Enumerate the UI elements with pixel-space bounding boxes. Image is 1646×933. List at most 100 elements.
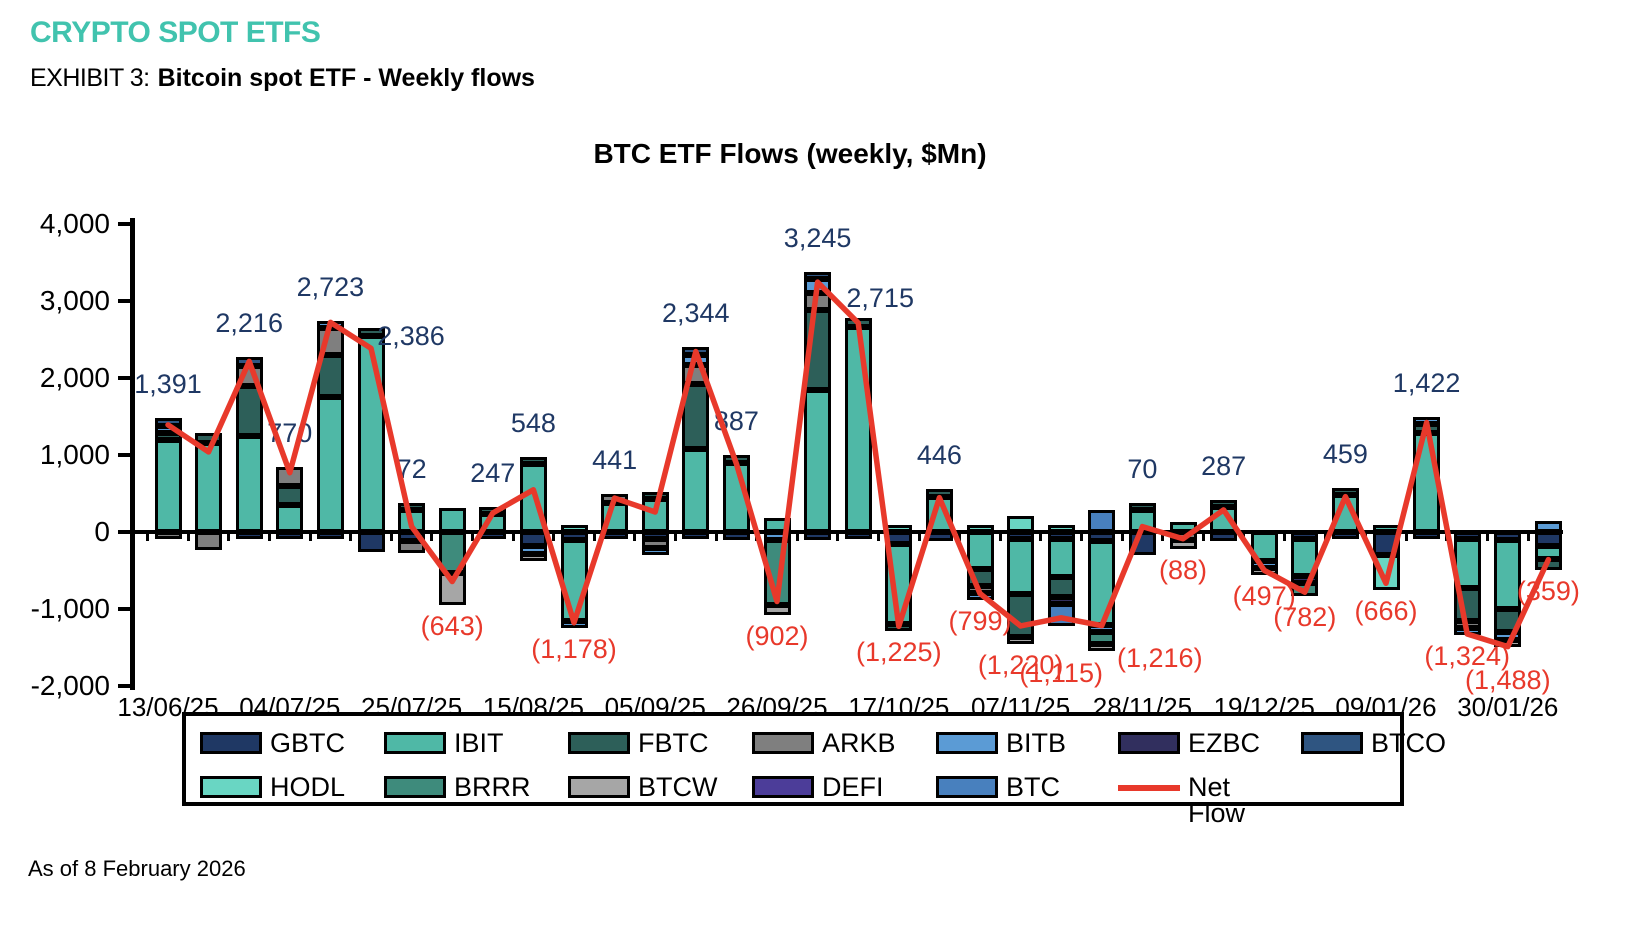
bar-segment-GBTC xyxy=(1372,532,1400,556)
bar-segment-IBIT xyxy=(641,498,669,532)
x-axis-tick xyxy=(1486,532,1489,541)
y-axis-tick-label: 3,000 xyxy=(39,285,110,316)
bar-segment-IBIT xyxy=(195,443,223,532)
y-axis-line xyxy=(130,218,135,690)
bar-segment-BRRR xyxy=(763,539,791,606)
bar-segment-HODL xyxy=(1047,525,1075,532)
bar-segment-GBTC xyxy=(1291,532,1319,539)
legend-label: HODL xyxy=(270,772,346,802)
bar-segment-GBTC xyxy=(479,532,507,539)
bar-segment-FBTC xyxy=(885,624,913,632)
legend-label: GBTC xyxy=(270,728,346,758)
data-label: (666) xyxy=(1354,596,1418,627)
x-axis-tick xyxy=(349,532,353,541)
bar-segment-ARKB xyxy=(398,541,426,554)
bar-segment-IBIT xyxy=(885,543,913,625)
legend-label: ARKB xyxy=(822,728,896,758)
legend-swatch-icon xyxy=(936,776,998,798)
bar-segment-ARKB xyxy=(195,532,223,551)
bar-segment-FBTC xyxy=(1494,609,1522,633)
bar-segment-GBTC xyxy=(1088,532,1116,542)
data-label: 441 xyxy=(592,445,638,476)
legend-label: BTC xyxy=(1006,772,1060,802)
bar-segment-FBTC xyxy=(722,455,750,463)
y-axis-tick xyxy=(118,453,130,457)
bar-segment-BTCW xyxy=(1169,539,1197,549)
bar-segment-BTCW xyxy=(763,605,791,616)
y-axis-tick-label: 4,000 xyxy=(39,208,110,239)
legend-swatch-icon xyxy=(936,732,998,754)
bar-segment-IBIT xyxy=(1007,539,1035,595)
x-axis-tick xyxy=(1242,532,1246,541)
bar-segment-ARKB xyxy=(1453,620,1481,628)
bar-segment-BTCW xyxy=(438,572,466,606)
exhibit-label: EXHIBIT 3: xyxy=(30,64,150,92)
bar-segment-GBTC xyxy=(804,532,832,541)
legend-label: FBTC xyxy=(638,728,709,758)
data-label: 72 xyxy=(396,454,427,485)
chart-title: BTC ETF Flows (weekly, $Mn) xyxy=(593,138,987,169)
bar-segment-BITB xyxy=(1088,625,1116,633)
bar-segment-GBTC xyxy=(398,532,426,542)
bar-segment-GBTC xyxy=(601,532,629,539)
x-axis-tick xyxy=(795,532,799,541)
x-axis-tick xyxy=(1080,532,1083,541)
bar-segment-IBIT xyxy=(1331,495,1359,532)
bar-segment-IBIT xyxy=(682,448,710,532)
bar-segment-IBIT xyxy=(1291,539,1319,576)
bar-segment-IBIT xyxy=(1169,521,1197,532)
legend-label: BTCW xyxy=(638,772,718,802)
bar-segment-IBIT xyxy=(1453,539,1481,589)
bar-segment-IBIT xyxy=(398,510,426,532)
bar-segment-FBTC xyxy=(1047,576,1075,597)
bar-segment-FBTC xyxy=(641,491,669,499)
y-axis-tick xyxy=(118,222,130,226)
bar-segment-FBTC xyxy=(804,310,832,390)
data-label: (799) xyxy=(948,605,1012,636)
bar-segment-FBTC xyxy=(682,384,710,449)
bar-segment-IBIT xyxy=(519,464,547,532)
bar-segment-FBTC xyxy=(479,507,507,515)
legend-swatch-icon xyxy=(568,732,630,754)
x-axis-tick xyxy=(592,532,596,541)
legend-label: DEFI xyxy=(822,772,884,802)
data-label: (359) xyxy=(1516,576,1580,607)
data-label: (88) xyxy=(1158,554,1208,585)
bar-segment-IBIT xyxy=(925,496,953,532)
x-axis-tick xyxy=(471,532,474,541)
bar-segment-FBTC xyxy=(276,485,304,506)
legend-label: EZBC xyxy=(1188,728,1261,758)
legend-label: BITB xyxy=(1006,728,1067,758)
bar-segment-FBTC xyxy=(398,503,426,511)
data-label: (1,216) xyxy=(1117,642,1203,673)
x-axis-tick xyxy=(674,532,677,541)
legend-swatch-icon xyxy=(384,732,446,754)
bar-segment-IBIT xyxy=(235,435,263,532)
bar-segment-GBTC xyxy=(357,532,385,553)
x-axis-tick xyxy=(958,532,962,541)
y-axis-tick-label: 0 xyxy=(94,516,110,547)
bar-segment-FBTC xyxy=(1453,588,1481,621)
bar-segment-BRRR xyxy=(1088,632,1116,644)
bar-segment-GBTC xyxy=(722,532,750,541)
data-label: (1,220) xyxy=(977,649,1064,680)
x-axis-tick xyxy=(1445,532,1449,541)
bar-segment-GBTC xyxy=(682,532,710,539)
bar-segment-FBTC xyxy=(1534,558,1562,571)
bar-segment-ARKB xyxy=(966,585,994,593)
bar-segment-IBIT xyxy=(966,532,994,569)
x-axis-tick xyxy=(308,532,312,541)
bar-segment-GBTC xyxy=(276,532,304,539)
bar-segment-IBIT xyxy=(1047,539,1075,577)
bar-segment-FBTC xyxy=(316,354,344,398)
bar-segment-IBIT xyxy=(1128,510,1156,532)
y-axis-tick-label: -2,000 xyxy=(30,670,110,701)
bar-segment-IBIT xyxy=(1250,532,1278,562)
data-label: 2,344 xyxy=(662,298,730,329)
x-axis-tick xyxy=(430,532,434,541)
bar-segment-IBIT xyxy=(1088,541,1116,626)
bar-segment-ARKB xyxy=(235,366,263,386)
y-axis-tick-label: 2,000 xyxy=(39,362,110,393)
bar-segment-ARKB xyxy=(682,364,710,385)
bar-segment-BTCO xyxy=(154,417,182,426)
